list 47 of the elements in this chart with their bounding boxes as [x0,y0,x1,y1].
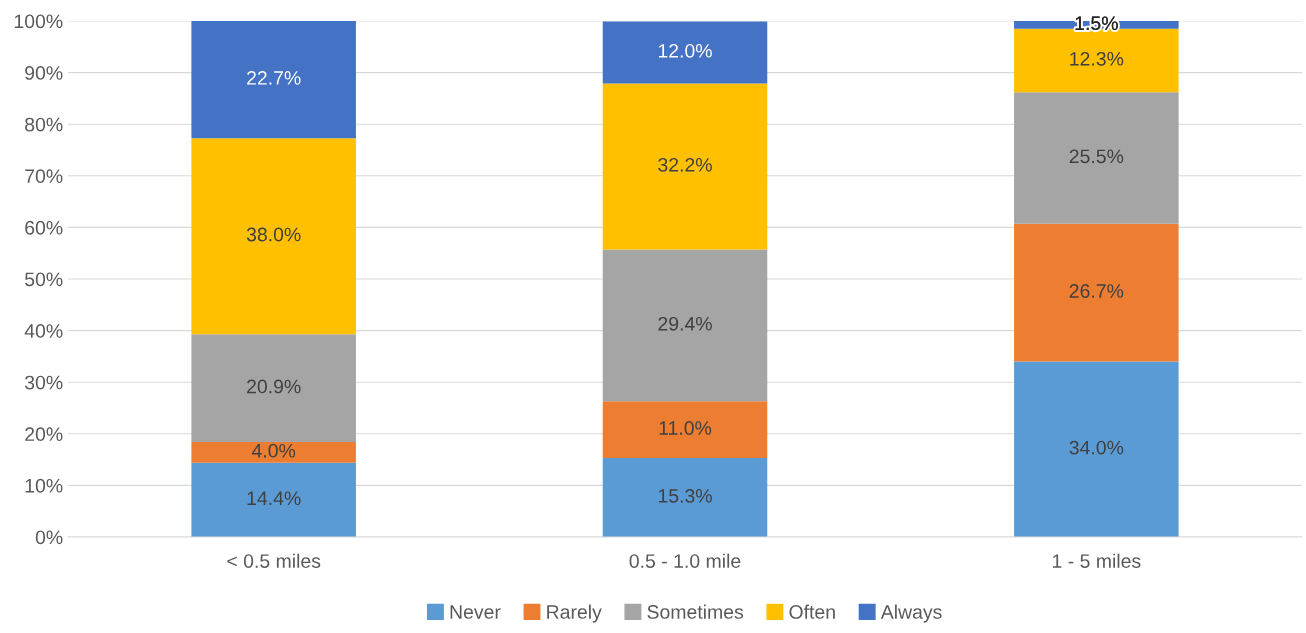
y-tick-label: 100% [14,14,63,29]
y-tick-label: 10% [25,478,63,493]
bar [1014,28,1179,93]
data-label: 15.3% [658,488,712,503]
data-label: 12.3% [1070,51,1124,66]
bar [602,249,768,402]
bar [191,138,356,335]
legend-label: Often [789,604,835,619]
bar [602,401,768,459]
y-tick-label: 50% [25,272,63,287]
data-label: 4.0% [251,443,296,458]
data-label: 20.9% [247,379,301,394]
bar [191,442,356,463]
bar [1014,223,1179,362]
data-label: 34.0% [1069,440,1124,455]
y-tick-label: 70% [25,169,63,184]
y-tick-label: 30% [24,375,63,390]
y-tick-label: 60% [25,220,63,235]
y-tick-label: 20% [25,427,63,442]
x-tick-label: 1 - 5 miles [1052,553,1141,568]
bar [602,83,768,250]
x-tick-label: 0.5 - 1.0 mile [629,553,741,568]
data-label: 32.2% [658,157,712,172]
bar [191,462,356,537]
bar [1014,361,1179,537]
legend-label: Never [450,605,501,619]
legend-label: Always [880,604,942,623]
legend-label: Sometimes [647,604,744,619]
data-label: 26.7% [1069,284,1124,298]
data-label: 14.4% [247,491,301,505]
data-label: 29.4% [658,316,712,331]
data-label: 22.7% [247,71,301,85]
data-label: 12.0% [658,43,712,58]
bar [191,334,356,443]
bar [602,458,768,537]
data-label: 38.0% [246,227,301,242]
y-tick-label: 40% [24,324,63,338]
data-label: 25.5% [1069,149,1124,164]
bar [191,21,356,139]
bar [602,21,768,84]
y-tick-label: 0% [35,530,63,545]
data-label: 11.0% [659,421,712,435]
bar [1014,92,1179,224]
y-tick-label: 80% [25,117,63,132]
y-tick-label: 90% [25,66,63,80]
x-tick-label: < 0.5 miles [227,553,321,568]
legend-label: Rarely [547,604,602,623]
